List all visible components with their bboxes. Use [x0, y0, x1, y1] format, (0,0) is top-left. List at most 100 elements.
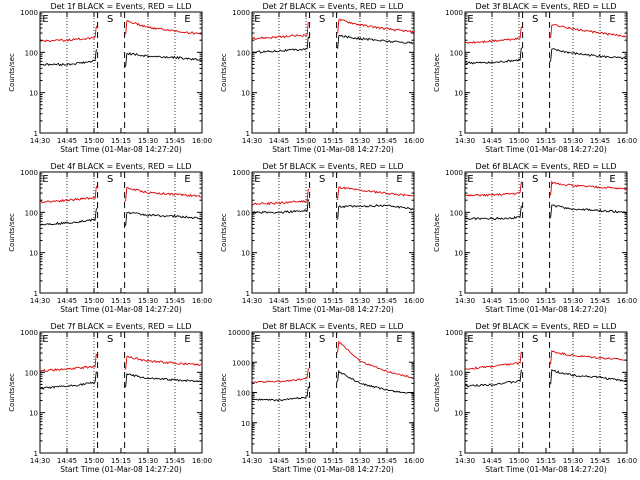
x-axis-label: Start Time (01-Mar-08 14:27:20): [272, 465, 394, 474]
chart-title: Det 7f BLACK = Events, RED = LLD: [50, 322, 191, 331]
event-marker: E: [396, 174, 402, 185]
y-tick-label: 1000: [445, 169, 463, 177]
y-axis-label: Counts/sec: [433, 53, 441, 92]
series-line-events: [464, 205, 523, 221]
y-tick-label: 1000: [232, 9, 250, 17]
x-tick-label: 15:00: [296, 137, 316, 145]
y-tick-label: 100: [450, 209, 463, 217]
y-tick-label: 1: [246, 450, 250, 458]
x-tick-label: 15:30: [138, 137, 158, 145]
x-tick-label: 15:15: [111, 297, 131, 305]
event-marker: E: [396, 334, 402, 345]
x-tick-label: 15:45: [590, 457, 610, 465]
x-tick-label: 15:00: [509, 137, 529, 145]
chart-title: Det 6f BLACK = Events, RED = LLD: [475, 162, 616, 171]
series-line-lld: [251, 188, 310, 206]
x-tick-label: 16:00: [617, 297, 637, 305]
x-tick-label: 15:45: [590, 137, 610, 145]
series-line-lld: [124, 187, 202, 202]
event-marker: E: [609, 334, 615, 345]
chart-panel-2: Det 2f BLACK = Events, RED = LLD 1 10 100 10…: [220, 2, 424, 154]
x-tick-label: 15:15: [323, 297, 343, 305]
series-line-events: [336, 34, 414, 49]
series-line-lld: [464, 181, 523, 197]
series-line-events: [465, 369, 523, 388]
y-axis-label: Counts/sec: [8, 213, 16, 252]
series-line-events: [336, 369, 414, 394]
y-tick-label: 1000: [20, 9, 38, 17]
event-marker: E: [609, 174, 615, 185]
series-line-lld: [39, 25, 98, 43]
plot-frame: [251, 171, 415, 294]
series-line-lld: [464, 26, 523, 45]
x-tick-label: 14:45: [482, 297, 502, 305]
event-marker: S: [107, 174, 113, 185]
y-tick-label: 1: [34, 290, 38, 298]
x-tick-label: 15:45: [165, 457, 185, 465]
y-tick-label: 100: [25, 49, 38, 57]
x-tick-label: 16:00: [617, 137, 637, 145]
event-marker: S: [319, 14, 325, 25]
x-tick-label: 16:00: [404, 457, 424, 465]
x-tick-label: 14:45: [269, 137, 289, 145]
chart-title: Det 4f BLACK = Events, RED = LLD: [50, 162, 191, 171]
series-line-lld: [124, 355, 202, 370]
x-tick-label: 15:00: [296, 457, 316, 465]
x-tick-label: 14:30: [30, 297, 50, 305]
x-tick-label: 16:00: [192, 137, 212, 145]
event-marker: E: [184, 174, 190, 185]
series-line-events: [464, 47, 523, 65]
x-tick-label: 14:30: [455, 297, 475, 305]
x-tick-label: 15:30: [563, 297, 583, 305]
y-tick-label: 10000: [228, 329, 250, 337]
y-tick-label: 1: [34, 130, 38, 138]
event-marker: S: [319, 334, 325, 345]
chart-panel-9: Det 9f BLACK = Events, RED = LLD 1 10 100 10…: [433, 322, 637, 474]
x-tick-label: 14:45: [57, 137, 77, 145]
x-tick-label: 15:45: [590, 297, 610, 305]
y-axis-label: Counts/sec: [220, 213, 228, 252]
y-tick-label: 100: [237, 209, 250, 217]
event-marker: S: [107, 14, 113, 25]
y-tick-label: 10: [241, 90, 250, 98]
series-line-events: [124, 211, 202, 227]
event-marker: S: [532, 14, 538, 25]
y-tick-label: 100: [25, 209, 38, 217]
chart-title: Det 8f BLACK = Events, RED = LLD: [262, 322, 403, 331]
x-tick-label: 16:00: [617, 457, 637, 465]
series-line-events: [39, 371, 98, 390]
series-line-lld: [39, 185, 98, 204]
y-tick-label: 1000: [232, 359, 250, 367]
event-marker: E: [42, 174, 48, 185]
x-axis-label: Start Time (01-Mar-08 14:27:20): [485, 145, 607, 154]
x-tick-label: 15:00: [84, 457, 104, 465]
event-marker: E: [184, 334, 190, 345]
x-tick-label: 15:45: [377, 137, 397, 145]
y-tick-label: 10: [454, 410, 463, 418]
x-tick-label: 15:30: [138, 457, 158, 465]
event-marker: E: [467, 174, 473, 185]
event-marker: E: [609, 14, 615, 25]
y-tick-label: 10: [29, 90, 38, 98]
y-tick-label: 1: [246, 130, 250, 138]
y-axis-label: Counts/sec: [433, 373, 441, 412]
x-tick-label: 15:15: [536, 137, 556, 145]
series-line-lld: [464, 351, 523, 371]
plot-frame: [464, 11, 628, 134]
x-tick-label: 15:00: [509, 457, 529, 465]
x-tick-label: 15:15: [323, 457, 343, 465]
y-axis-label: Counts/sec: [8, 373, 16, 412]
event-marker: S: [107, 334, 113, 345]
series-line-events: [251, 36, 310, 54]
y-axis-label: Counts/sec: [220, 373, 228, 412]
x-tick-label: 15:00: [296, 297, 316, 305]
x-tick-label: 15:30: [563, 457, 583, 465]
series-line-events: [549, 204, 627, 219]
chart-title: Det 1f BLACK = Events, RED = LLD: [50, 2, 191, 11]
y-tick-label: 1: [459, 290, 463, 298]
event-marker: E: [467, 14, 473, 25]
x-tick-label: 14:30: [30, 137, 50, 145]
x-axis-label: Start Time (01-Mar-08 14:27:20): [485, 465, 607, 474]
chart-panel-7: Det 7f BLACK = Events, RED = LLD 1 10 100 10…: [8, 322, 212, 474]
x-tick-label: 14:45: [57, 457, 77, 465]
